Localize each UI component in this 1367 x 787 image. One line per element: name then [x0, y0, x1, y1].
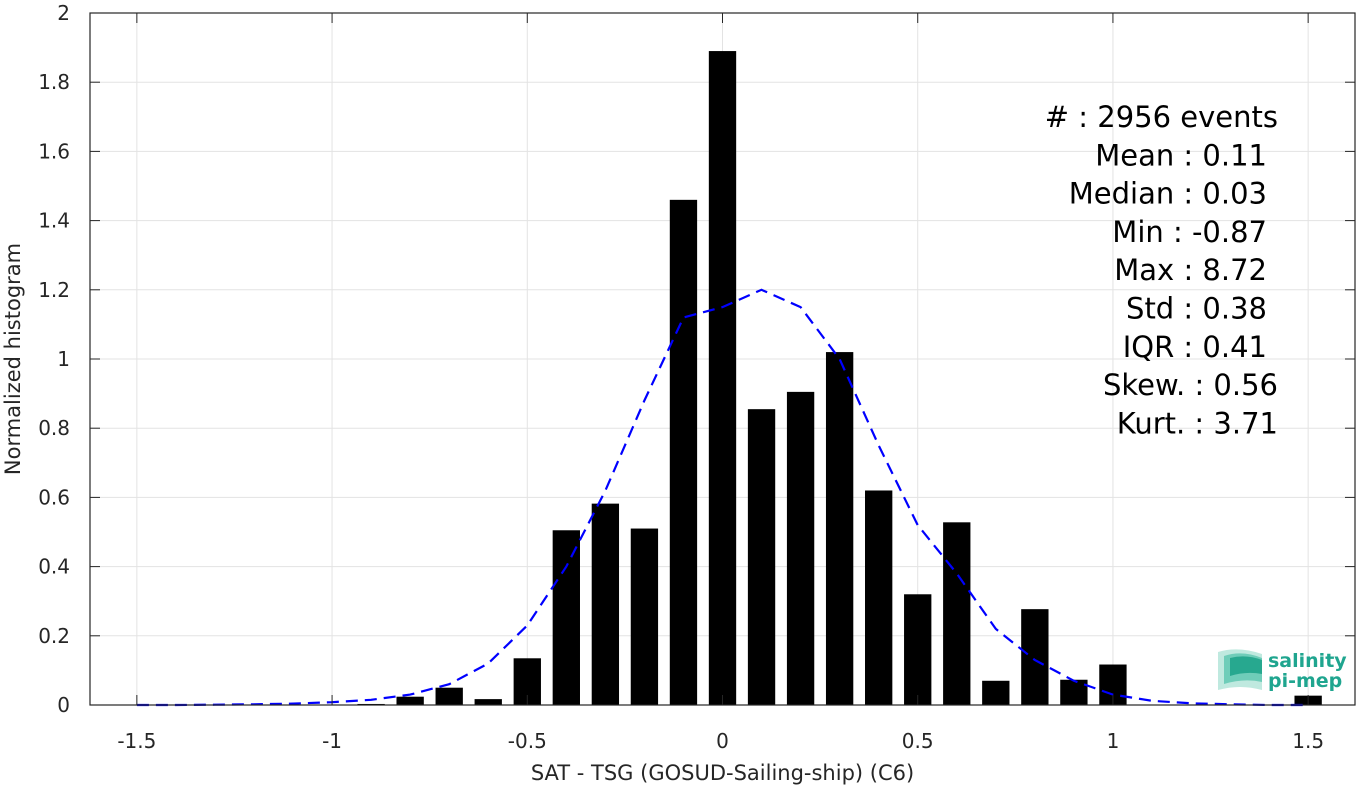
histogram-bar: [474, 699, 502, 705]
logo-text-pi-mep: pi-mep: [1268, 670, 1342, 692]
stat-line: Std : 0.38: [1126, 292, 1267, 326]
x-tick-label: -1: [322, 729, 342, 753]
x-tick-label: 0.5: [902, 729, 934, 753]
histogram-bar: [865, 490, 893, 705]
y-tick-label: 0.4: [38, 555, 70, 579]
y-tick-label: 0.6: [38, 485, 70, 509]
histogram-bar: [396, 696, 424, 705]
y-tick-label: 1.4: [38, 209, 70, 233]
stat-line: Kurt. : 3.71: [1117, 406, 1278, 440]
x-tick-label: -1.5: [117, 729, 156, 753]
x-tick-label: 1: [1107, 729, 1120, 753]
x-axis-title: SAT - TSG (GOSUD-Sailing-ship) (C6): [531, 761, 914, 785]
y-tick-label: 2: [57, 1, 70, 25]
y-tick-label: 1.8: [38, 70, 70, 94]
histogram-bar: [552, 530, 580, 705]
histogram-bar: [786, 391, 815, 705]
histogram-bar: [1021, 609, 1049, 705]
logo-wave-icon: [1218, 649, 1262, 690]
stat-line: Skew. : 0.56: [1103, 368, 1278, 402]
y-tick-label: 0.8: [38, 416, 70, 440]
y-tick-label: 0: [57, 693, 70, 717]
histogram-bars: [357, 51, 1322, 706]
x-tick-label: 1.5: [1292, 729, 1324, 753]
axis-ticks: [90, 12, 1355, 706]
stat-line: IQR : 0.41: [1123, 330, 1267, 364]
histogram-bar: [708, 51, 737, 706]
stat-line: Median : 0.03: [1069, 177, 1267, 211]
histogram-bar: [943, 522, 971, 705]
y-tick-label: 0.2: [38, 624, 70, 648]
histogram-bar: [435, 687, 463, 705]
histogram-bar: [982, 680, 1010, 705]
stat-line: # : 2956 events: [1045, 100, 1278, 134]
histogram-bar: [630, 528, 659, 705]
stat-line: Mean : 0.11: [1095, 138, 1267, 172]
histogram-bar: [825, 352, 854, 705]
x-tick-label: -0.5: [508, 729, 547, 753]
x-tick-label: 0: [716, 729, 729, 753]
histogram-bar: [591, 503, 620, 705]
histogram-bar: [904, 594, 932, 705]
histogram-bar: [669, 199, 698, 705]
stat-line: Max : 8.72: [1114, 253, 1267, 287]
histogram-bar: [747, 409, 776, 705]
salinity-pi-mep-logo: salinity pi-mep: [1218, 649, 1347, 692]
y-tick-label: 1: [57, 347, 70, 371]
y-tick-labels: 0 0.2 0.4 0.6 0.8 1 1.2 1.4 1.6 1.8 2: [38, 1, 70, 717]
y-axis-title: Normalized histogram: [1, 243, 25, 475]
logo-text-salinity: salinity: [1268, 650, 1347, 672]
stat-line: Min : -0.87: [1112, 215, 1267, 249]
x-tick-labels: -1.5 -1 -0.5 0 0.5 1 1.5: [117, 729, 1324, 753]
y-tick-label: 1.6: [38, 139, 70, 163]
histogram-bar: [1060, 679, 1088, 705]
y-tick-label: 1.2: [38, 278, 70, 302]
statistics-annotations: # : 2956 events Mean : 0.11 Median : 0.03 M…: [1045, 100, 1278, 440]
